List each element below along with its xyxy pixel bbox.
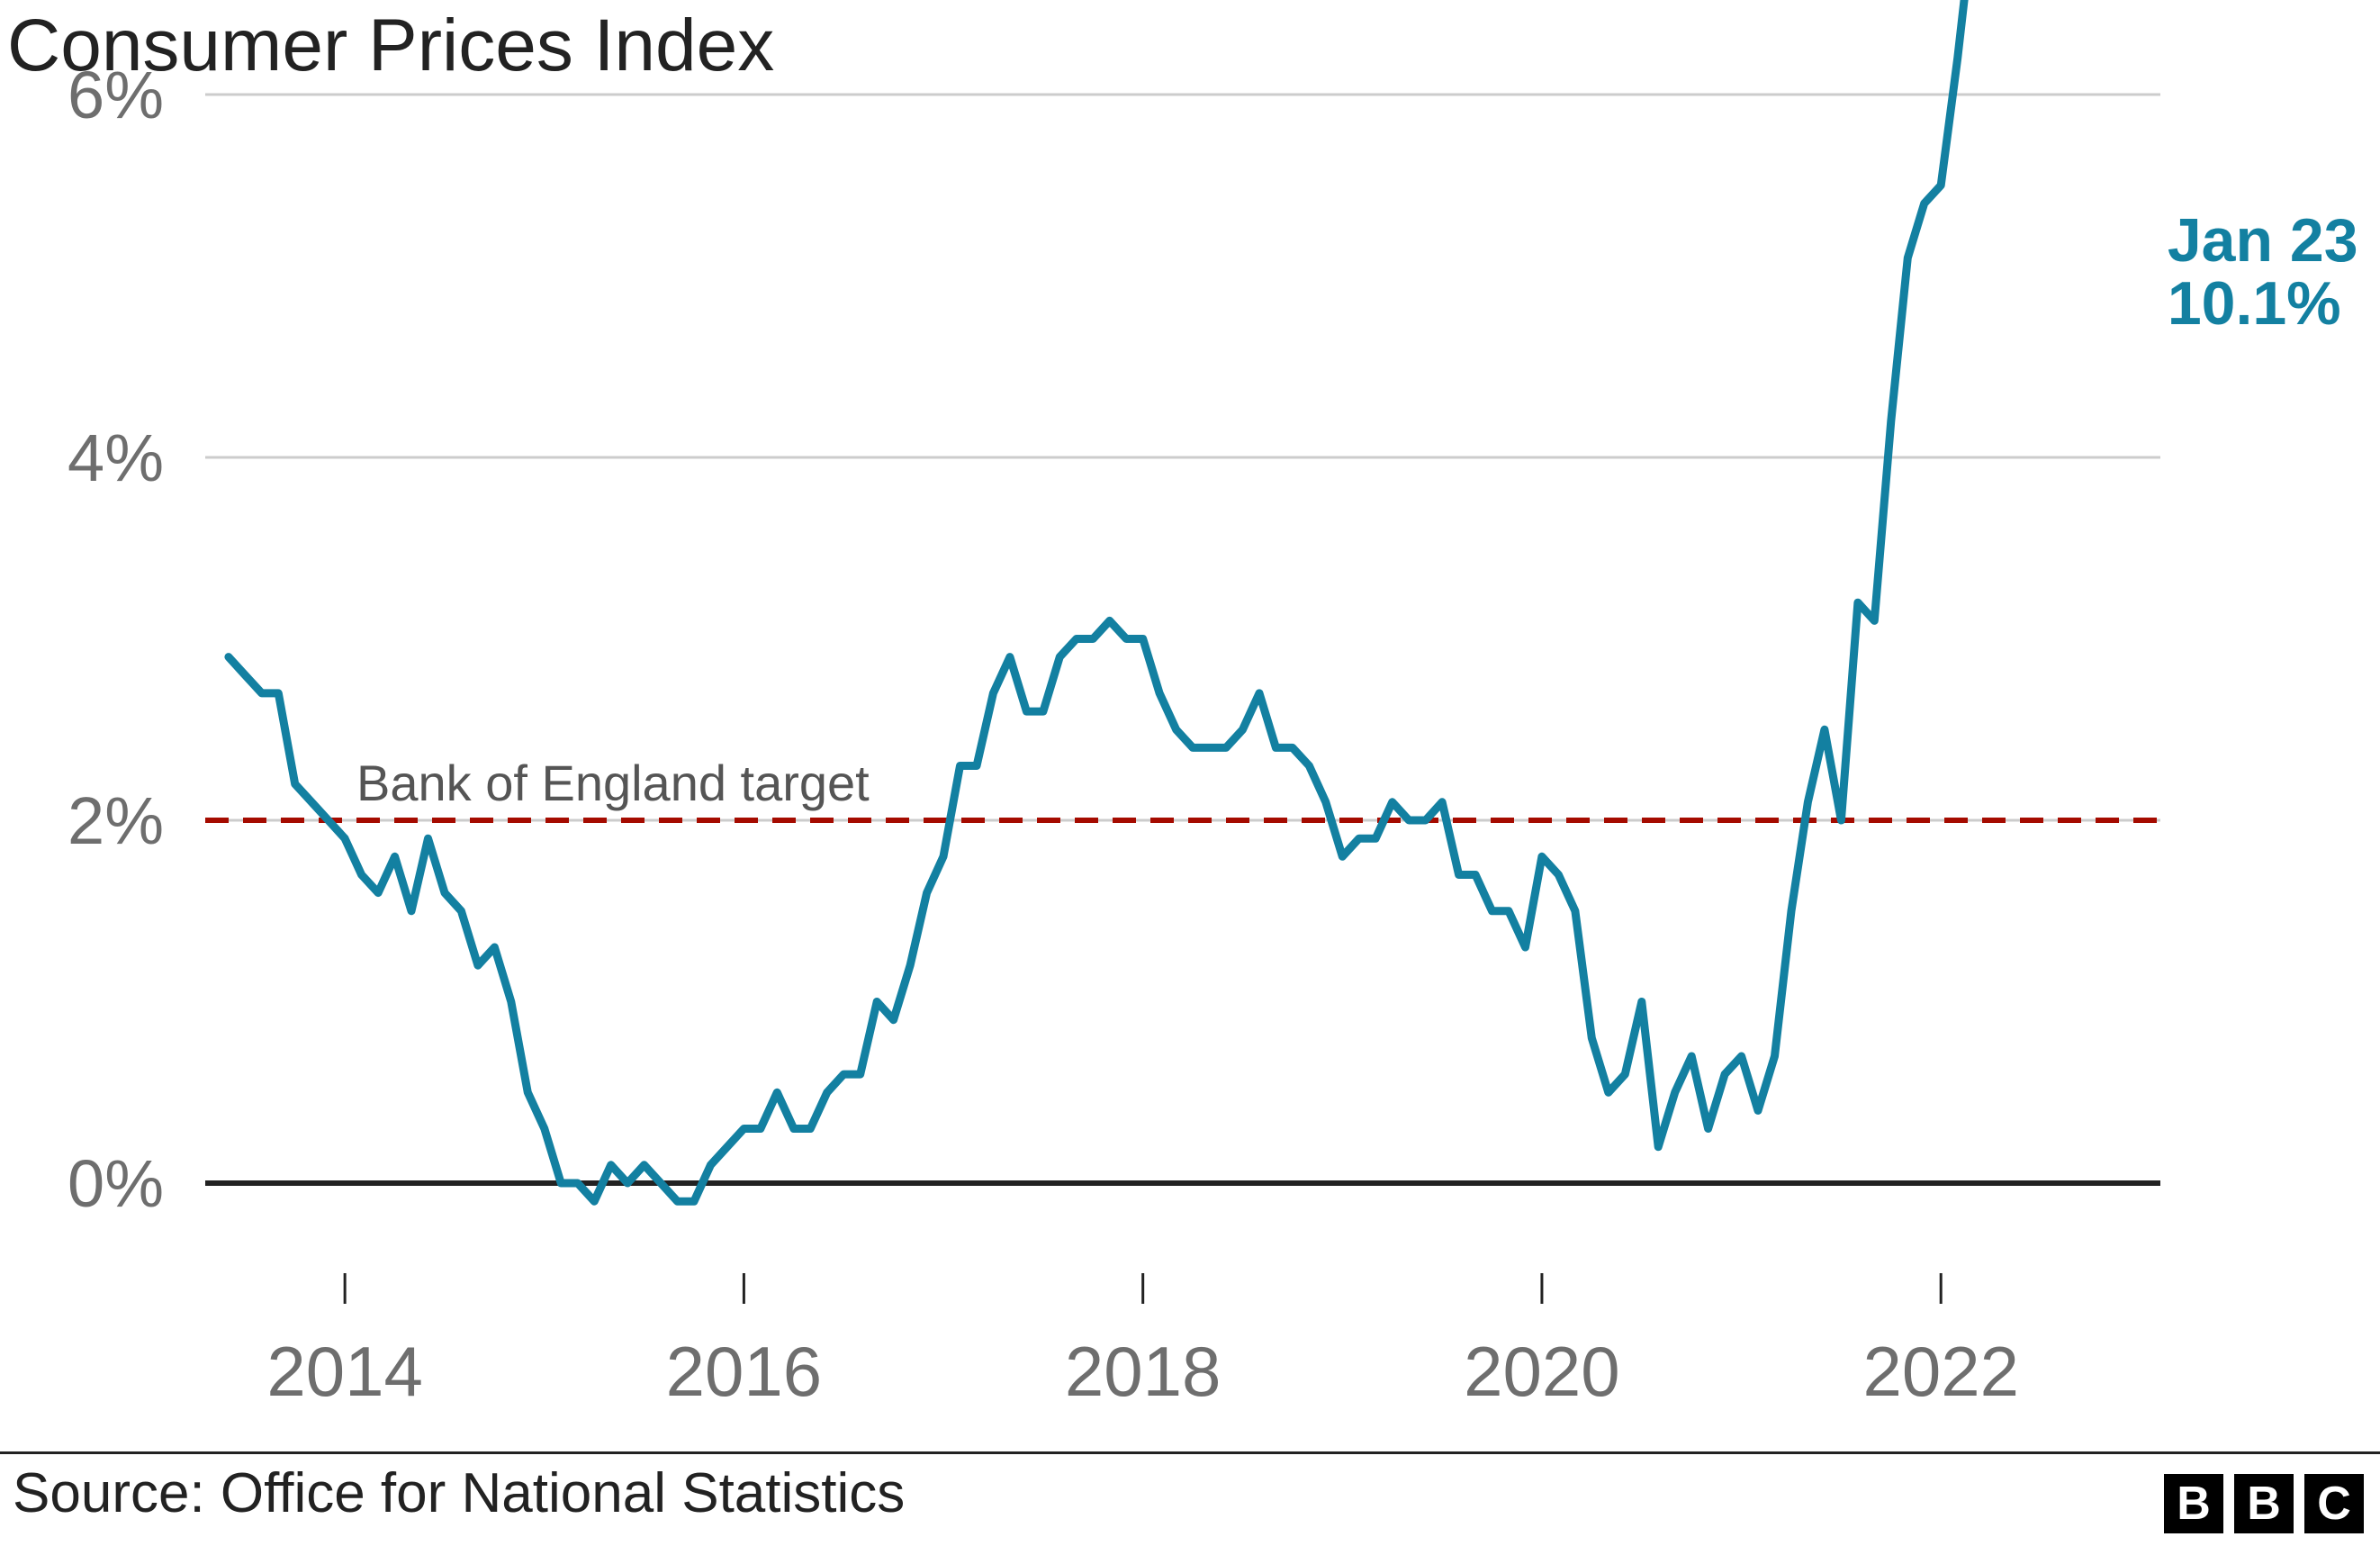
end-annotation-value: 10.1% (2168, 269, 2341, 338)
end-annotation-date: Jan 23 (2168, 206, 2358, 275)
bbc-logo-block-2: B (2234, 1474, 2294, 1533)
x-tick-label: 2022 (1862, 1332, 2019, 1411)
y-tick-label: 6% (68, 58, 164, 132)
x-tick-label: 2020 (1464, 1332, 1620, 1411)
y-tick-label: 0% (68, 1146, 164, 1221)
x-tick-label: 2018 (1065, 1332, 1222, 1411)
x-tick-label: 2016 (666, 1332, 823, 1411)
x-tick-label: 2014 (266, 1332, 423, 1411)
y-axis-tick-labels: 0%2%4%6%8%10% (68, 58, 164, 1221)
chart-title: Consumer Prices Index (7, 5, 775, 86)
x-axis-ticks: 2014 2016 2018 2020 2022 (266, 1273, 2019, 1411)
gridlines (205, 93, 2160, 1186)
y-tick-label: 4% (68, 420, 164, 495)
cpi-series (224, 0, 1969, 1206)
cpi-line (224, 0, 1969, 1206)
source-note: Source: Office for National Statistics (13, 1462, 906, 1524)
bbc-logo-block-3: C (2304, 1474, 2364, 1533)
footer-divider (0, 1451, 2380, 1454)
target-label: Bank of England target (356, 755, 870, 811)
bbc-logo-block-1: B (2164, 1474, 2223, 1533)
bank-of-england-target-line: Bank of England target (205, 755, 2160, 823)
bbc-logo: B B C (2164, 1474, 2364, 1533)
y-tick-label: 2% (68, 783, 164, 858)
